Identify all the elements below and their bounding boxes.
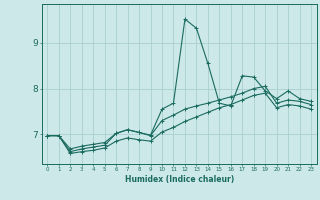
X-axis label: Humidex (Indice chaleur): Humidex (Indice chaleur)	[124, 175, 234, 184]
